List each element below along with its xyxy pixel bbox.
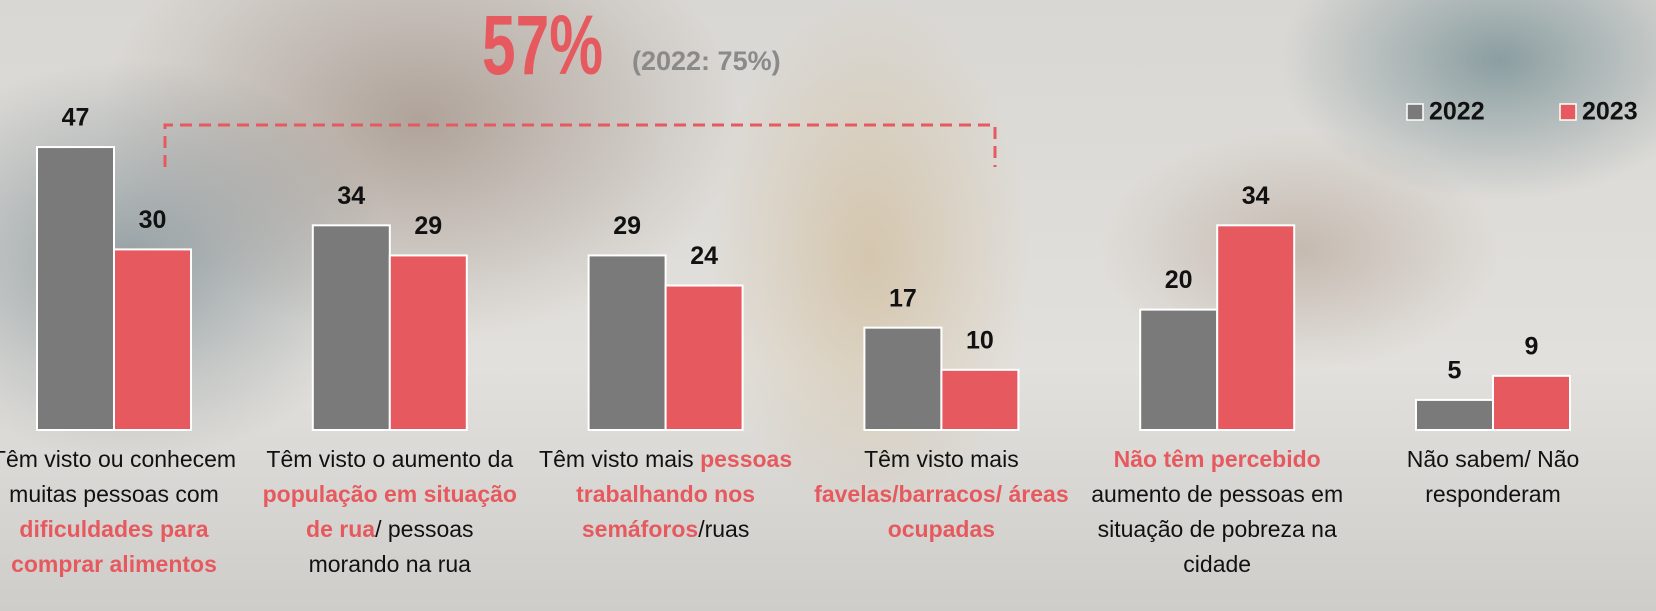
x-tick-label: Têm visto o aumento da população em situ… bbox=[262, 442, 518, 582]
value-label: 10 bbox=[966, 326, 994, 354]
bar bbox=[37, 147, 114, 430]
value-label: 47 bbox=[62, 104, 90, 132]
legend-swatch bbox=[1407, 104, 1423, 120]
x-tick-label: Não sabem/ Não responderam bbox=[1365, 442, 1621, 512]
label-run: /ruas bbox=[698, 516, 749, 542]
label-run: Não sabem/ Não responderam bbox=[1407, 446, 1580, 507]
label-run: aumento de pessoas em situação de pobrez… bbox=[1091, 481, 1343, 577]
bar bbox=[1493, 376, 1570, 430]
bar bbox=[1416, 400, 1493, 430]
bar bbox=[1140, 310, 1217, 430]
headline: 57% bbox=[482, 0, 603, 93]
bar bbox=[864, 328, 941, 430]
label-run: Têm visto mais bbox=[539, 446, 700, 472]
value-label: 24 bbox=[690, 242, 718, 270]
bar bbox=[313, 225, 390, 430]
value-label: 34 bbox=[1242, 182, 1270, 210]
legend-swatch bbox=[1560, 104, 1576, 120]
value-label: 34 bbox=[337, 182, 365, 210]
bar bbox=[589, 255, 666, 430]
bar bbox=[941, 370, 1018, 430]
bar bbox=[114, 249, 191, 430]
x-tick-label: Têm visto mais favelas/barracos/ áreas o… bbox=[813, 442, 1069, 547]
value-label: 30 bbox=[139, 206, 167, 234]
label-run: Têm visto ou conhecem muitas pessoas com bbox=[0, 446, 236, 507]
bar bbox=[666, 286, 743, 430]
legend-label: 2023 bbox=[1582, 98, 1638, 126]
label-run: Não têm percebido bbox=[1114, 446, 1321, 472]
x-tick-label: Não têm percebido aumento de pessoas em … bbox=[1089, 442, 1345, 582]
label-run: Têm visto mais bbox=[864, 446, 1019, 472]
bar bbox=[390, 255, 467, 430]
value-label: 17 bbox=[889, 284, 917, 312]
value-label: 9 bbox=[1525, 332, 1539, 360]
x-tick-label: Têm visto ou conhecem muitas pessoas com… bbox=[0, 442, 242, 582]
bar bbox=[1217, 225, 1294, 430]
legend-label: 2022 bbox=[1429, 98, 1485, 126]
x-tick-label: Têm visto mais pessoas trabalhando nos s… bbox=[538, 442, 794, 547]
value-label: 29 bbox=[414, 212, 442, 240]
label-run: Têm visto o aumento da bbox=[266, 446, 513, 472]
label-run: dificuldades para comprar alimentos bbox=[11, 516, 217, 577]
annotation-note: (2022: 75%) bbox=[632, 46, 781, 76]
value-label: 20 bbox=[1165, 266, 1193, 294]
value-label: 5 bbox=[1448, 357, 1462, 385]
label-run: favelas/barracos/ áreas ocupadas bbox=[814, 481, 1068, 542]
value-label: 29 bbox=[613, 212, 641, 240]
chart-page: 57% (2022: 75%) 47 34 29 17 20 5 30 29 24 10 34 9 20… bbox=[0, 0, 1656, 611]
bracket bbox=[165, 125, 995, 167]
